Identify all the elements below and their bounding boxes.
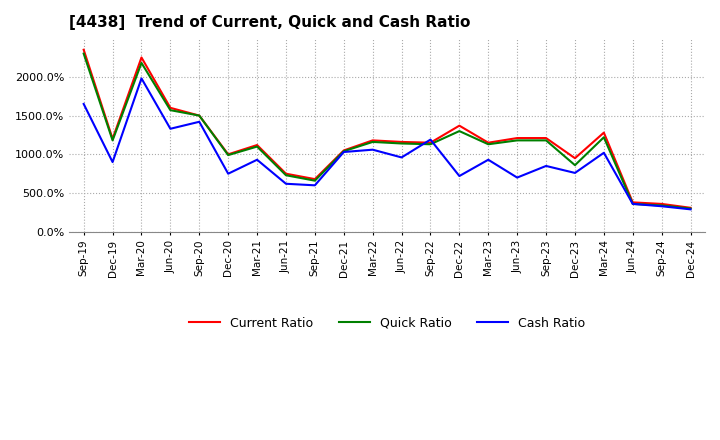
Current Ratio — [369, 138, 377, 143]
Quick Ratio — [629, 201, 637, 206]
Cash Ratio — [224, 171, 233, 176]
Current Ratio — [686, 205, 695, 210]
Quick Ratio — [571, 162, 580, 168]
Cash Ratio — [138, 76, 146, 81]
Quick Ratio — [166, 107, 175, 113]
Cash Ratio — [426, 137, 435, 142]
Quick Ratio — [397, 141, 406, 146]
Quick Ratio — [108, 138, 117, 143]
Line: Cash Ratio: Cash Ratio — [84, 78, 690, 209]
Cash Ratio — [310, 183, 319, 188]
Cash Ratio — [657, 204, 666, 209]
Current Ratio — [397, 139, 406, 145]
Current Ratio — [571, 156, 580, 161]
Current Ratio — [166, 105, 175, 110]
Current Ratio — [224, 152, 233, 157]
Cash Ratio — [571, 170, 580, 176]
Current Ratio — [629, 200, 637, 205]
Cash Ratio — [397, 155, 406, 160]
Current Ratio — [282, 171, 290, 176]
Cash Ratio — [600, 150, 608, 155]
Quick Ratio — [513, 138, 521, 143]
Current Ratio — [253, 143, 261, 148]
Current Ratio — [513, 136, 521, 141]
Cash Ratio — [339, 149, 348, 154]
Cash Ratio — [629, 201, 637, 206]
Line: Quick Ratio: Quick Ratio — [84, 54, 690, 209]
Current Ratio — [484, 140, 492, 145]
Quick Ratio — [600, 135, 608, 140]
Current Ratio — [455, 123, 464, 128]
Cash Ratio — [541, 163, 550, 169]
Cash Ratio — [513, 175, 521, 180]
Cash Ratio — [108, 159, 117, 165]
Cash Ratio — [369, 147, 377, 152]
Cash Ratio — [166, 126, 175, 132]
Current Ratio — [657, 201, 666, 206]
Current Ratio — [600, 130, 608, 135]
Quick Ratio — [426, 142, 435, 147]
Cash Ratio — [195, 119, 204, 125]
Legend: Current Ratio, Quick Ratio, Cash Ratio: Current Ratio, Quick Ratio, Cash Ratio — [184, 312, 590, 335]
Current Ratio — [339, 148, 348, 153]
Cash Ratio — [282, 181, 290, 187]
Quick Ratio — [484, 142, 492, 147]
Line: Current Ratio: Current Ratio — [84, 50, 690, 208]
Current Ratio — [79, 47, 88, 52]
Quick Ratio — [541, 138, 550, 143]
Quick Ratio — [224, 153, 233, 158]
Quick Ratio — [138, 60, 146, 66]
Current Ratio — [310, 176, 319, 182]
Quick Ratio — [310, 178, 319, 183]
Text: [4438]  Trend of Current, Quick and Cash Ratio: [4438] Trend of Current, Quick and Cash … — [69, 15, 471, 30]
Cash Ratio — [484, 157, 492, 162]
Cash Ratio — [455, 173, 464, 179]
Quick Ratio — [686, 206, 695, 211]
Current Ratio — [426, 140, 435, 145]
Quick Ratio — [455, 128, 464, 134]
Quick Ratio — [79, 51, 88, 56]
Quick Ratio — [657, 203, 666, 208]
Quick Ratio — [369, 139, 377, 145]
Cash Ratio — [686, 207, 695, 212]
Quick Ratio — [195, 113, 204, 118]
Cash Ratio — [79, 101, 88, 106]
Quick Ratio — [282, 172, 290, 178]
Quick Ratio — [253, 144, 261, 149]
Current Ratio — [195, 113, 204, 118]
Current Ratio — [138, 55, 146, 60]
Current Ratio — [108, 136, 117, 142]
Current Ratio — [541, 136, 550, 141]
Quick Ratio — [339, 149, 348, 154]
Cash Ratio — [253, 157, 261, 162]
